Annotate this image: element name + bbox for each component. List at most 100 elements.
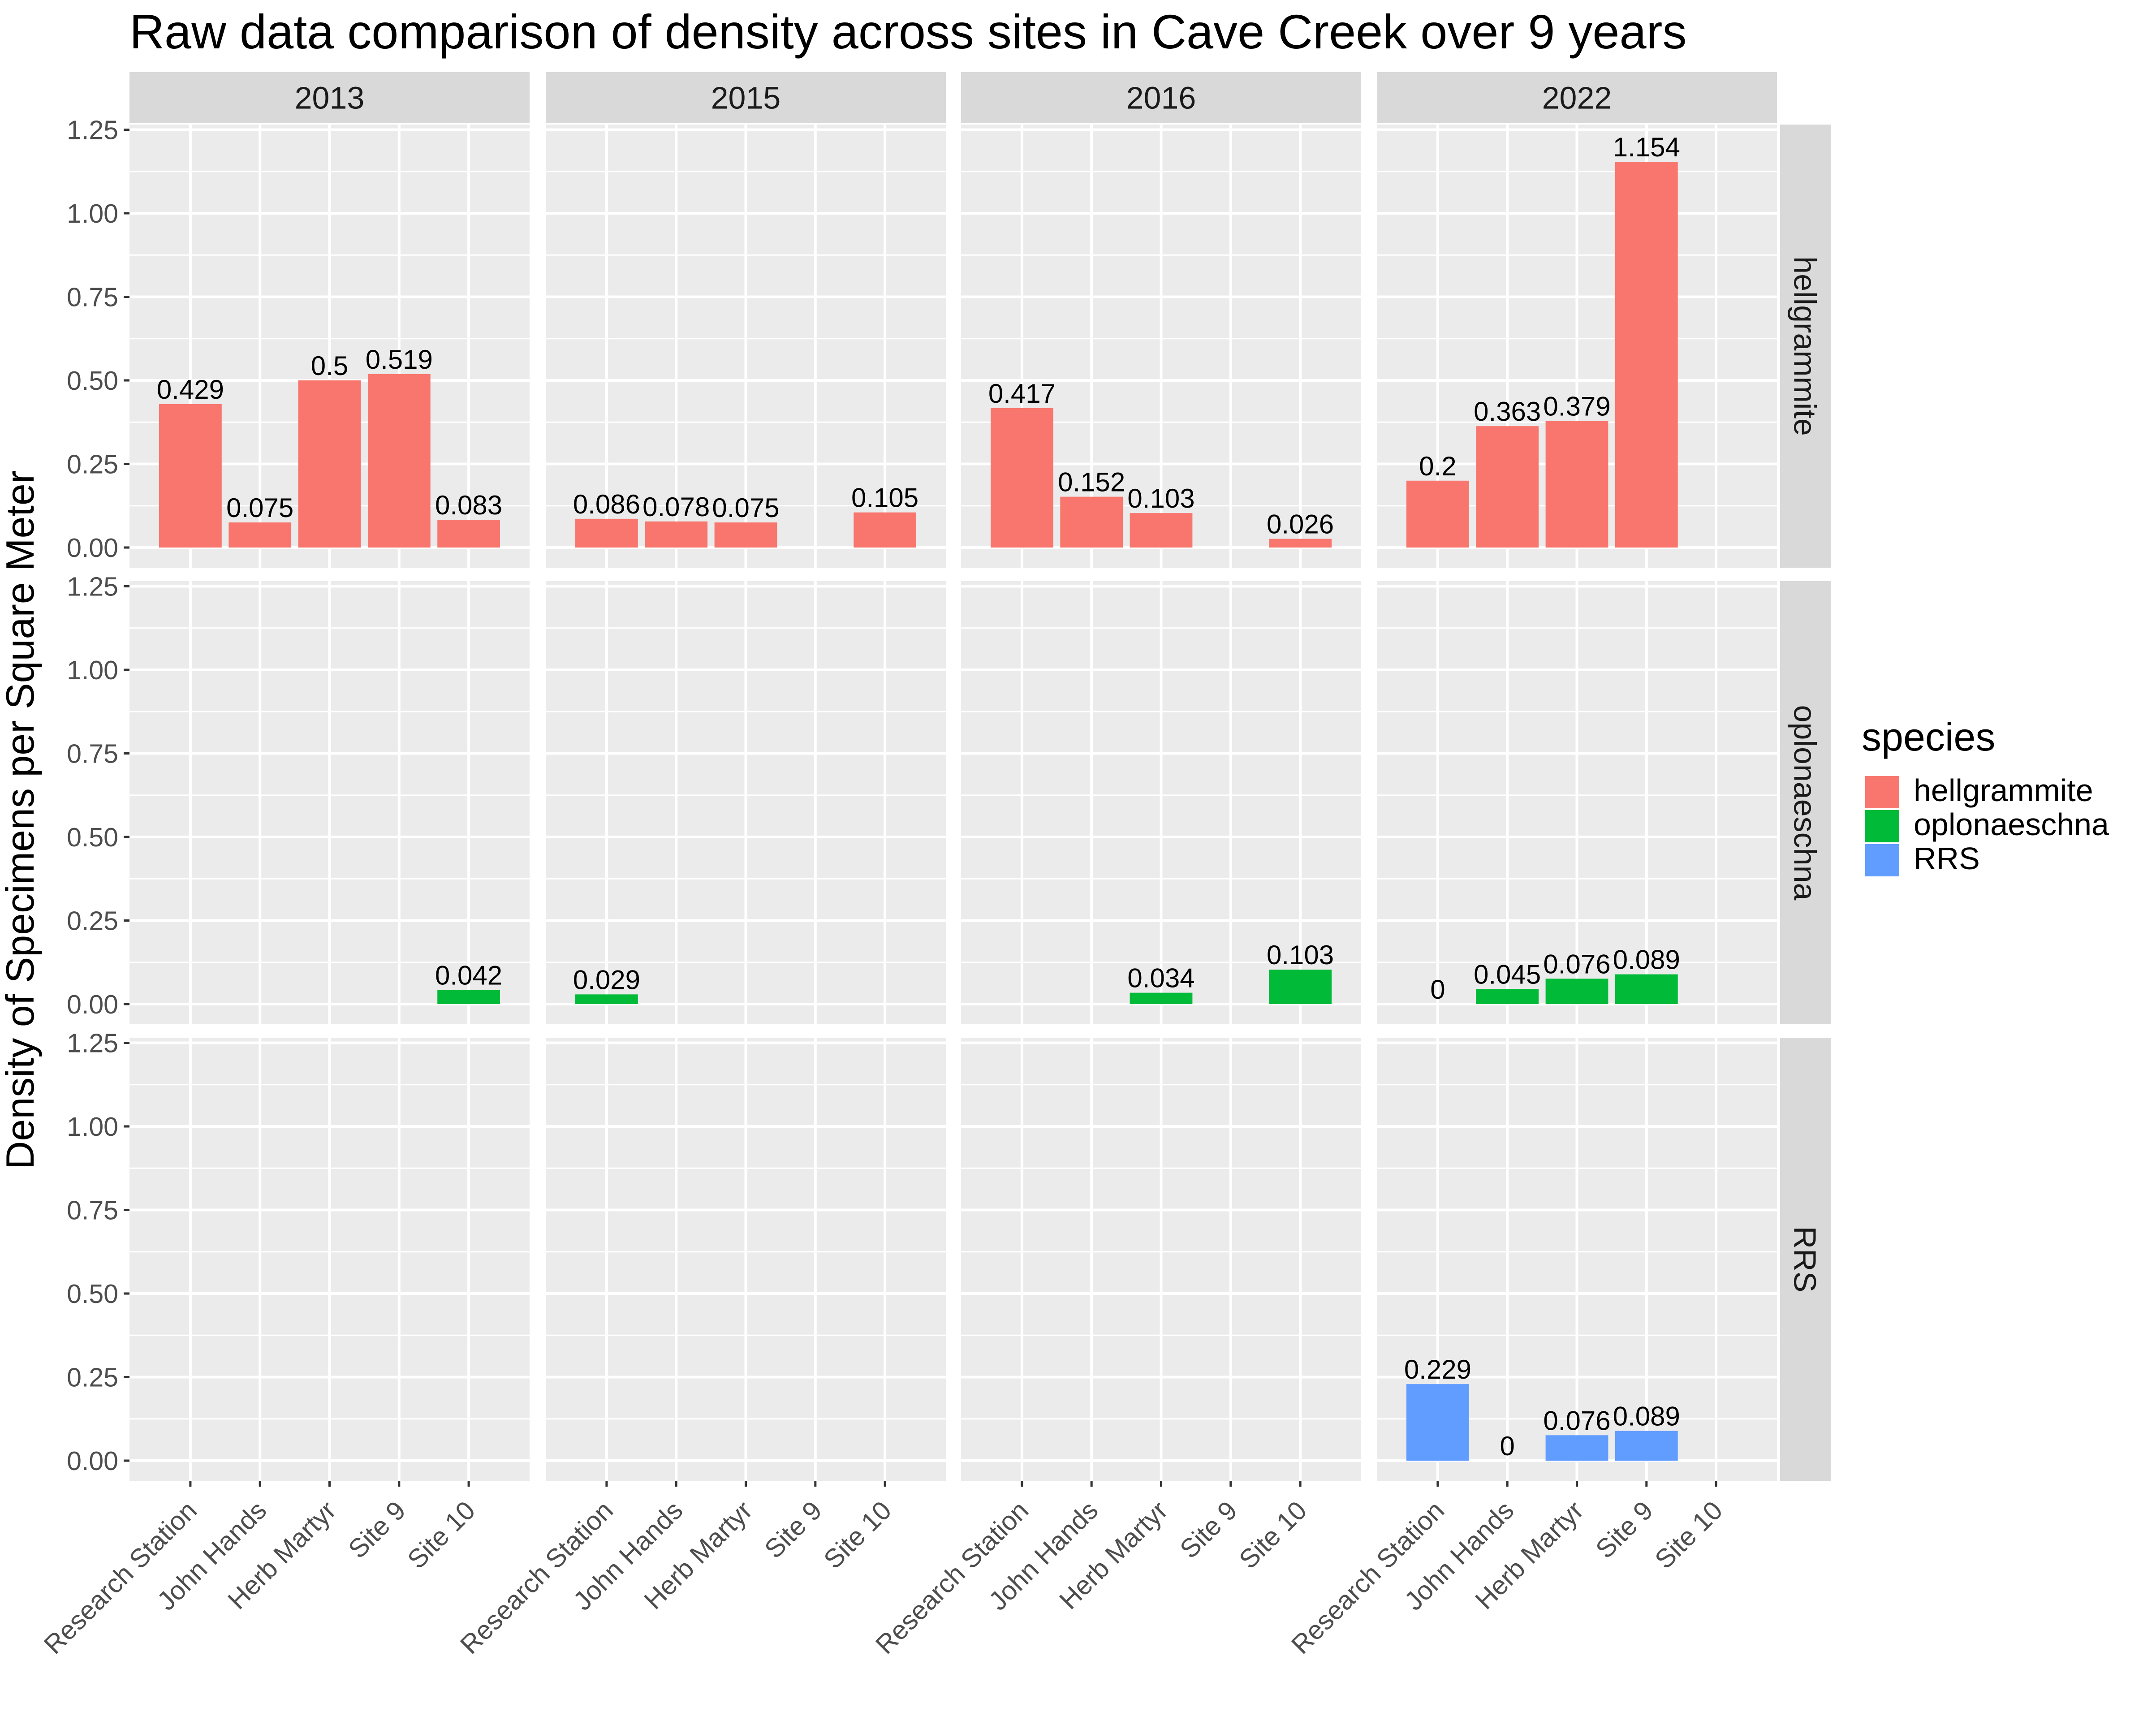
bar-hellgrammite-2013-herb-martyr	[298, 380, 361, 548]
x-tick-label: Site 9	[1590, 1496, 1659, 1564]
bar-oplonaeschna-2022-site-9	[1615, 974, 1678, 1004]
bar-value-label: 0.089	[1613, 1402, 1680, 1432]
facet-strip-rrs	[1780, 1038, 1831, 1481]
bar-hellgrammite-2013-john-hands	[229, 522, 292, 548]
bar-hellgrammite-2015-research-station	[575, 518, 638, 548]
bar-hellgrammite-2022-john-hands	[1476, 426, 1539, 548]
facet-strip-label: 2016	[1126, 81, 1196, 116]
y-tick-label: 0.25	[67, 450, 118, 479]
facet-strip-2022	[1377, 72, 1777, 123]
x-tick-label: Site 9	[343, 1496, 411, 1564]
bar-oplonaeschna-2016-site-10	[1269, 970, 1332, 1004]
y-tick-label: 0.75	[67, 283, 118, 312]
chart-title: Raw data comparison of density across si…	[129, 4, 1687, 59]
facet-strip-2016	[961, 72, 1361, 123]
bar-value-label: 0.042	[435, 961, 502, 991]
y-tick-label: 1.00	[67, 1112, 118, 1142]
legend-key-hellgrammite	[1865, 776, 1899, 808]
y-tick-label: 0.25	[67, 1363, 118, 1393]
bar-hellgrammite-2013-site-10	[437, 520, 500, 548]
bar-hellgrammite-2013-research-station	[159, 404, 222, 548]
legend-title: species	[1862, 715, 1995, 759]
bar-value-label: 0.152	[1058, 467, 1125, 497]
bar-value-label: 0.078	[642, 492, 710, 522]
bar-value-label: 0.429	[157, 375, 224, 405]
legend-label: hellgrammite	[1914, 773, 2093, 808]
bar-value-label: 0.417	[988, 379, 1056, 409]
bar-oplonaeschna-2022-john-hands	[1476, 989, 1539, 1004]
x-tick-label: Site 9	[1174, 1496, 1243, 1564]
bar-hellgrammite-2016-john-hands	[1060, 496, 1123, 548]
bar-oplonaeschna-2016-herb-martyr	[1130, 992, 1193, 1004]
facet-strip-2013	[129, 72, 530, 123]
bar-hellgrammite-2015-john-hands	[645, 521, 708, 548]
bar-value-label: 0.076	[1543, 949, 1610, 979]
bar-value-label: 1.154	[1613, 132, 1680, 162]
bar-oplonaeschna-2022-herb-martyr	[1545, 979, 1608, 1004]
y-tick-label: 1.25	[67, 1029, 118, 1058]
bar-hellgrammite-2022-research-station	[1406, 480, 1469, 548]
bar-oplonaeschna-2015-research-station	[575, 994, 638, 1004]
bar-value-label: 0.363	[1474, 397, 1541, 427]
facet-strip-label: 2013	[295, 81, 365, 116]
bar-hellgrammite-2016-research-station	[991, 408, 1053, 548]
bar-value-label: 0.045	[1474, 959, 1541, 989]
bar-value-label: 0.086	[573, 489, 640, 519]
bar-hellgrammite-2013-site-9	[367, 374, 431, 548]
x-tick-label: Site 10	[818, 1496, 897, 1575]
bar-value-label: 0.379	[1543, 391, 1610, 421]
y-tick-label: 0.00	[67, 990, 118, 1019]
y-tick-label: 0.50	[67, 1279, 118, 1309]
y-axis-title: Density of Specimens per Square Meter	[0, 470, 42, 1169]
bar-hellgrammite-2022-site-9	[1615, 162, 1678, 548]
bar-value-label: 0.105	[851, 483, 918, 513]
y-tick-label: 0.00	[67, 1446, 118, 1476]
legend-label: oplonaeschna	[1914, 807, 2109, 842]
y-tick-label: 0.50	[67, 823, 118, 852]
bar-value-label: 0.075	[226, 493, 293, 523]
x-tick-label: Site 10	[402, 1496, 481, 1575]
x-tick-label: Site 10	[1649, 1496, 1729, 1575]
bar-value-label: 0.029	[573, 965, 640, 995]
y-tick-label: 0.00	[67, 533, 118, 563]
x-tick-label: Site 10	[1233, 1496, 1313, 1575]
facet-strip-label: 2015	[711, 81, 781, 116]
bar-rrs-2022-research-station	[1406, 1384, 1469, 1461]
bar-value-label: 0.075	[712, 493, 779, 523]
facet-strip-label: 2022	[1542, 81, 1612, 116]
bar-rrs-2022-site-9	[1615, 1431, 1678, 1461]
bar-value-label: 0.076	[1543, 1406, 1610, 1436]
bar-value-label: 0.034	[1127, 963, 1194, 993]
bar-value-label: 0.089	[1613, 945, 1680, 975]
bar-value-label: 0.5	[311, 351, 348, 381]
bar-value-label: 0.229	[1404, 1354, 1471, 1384]
bar-hellgrammite-2022-herb-martyr	[1545, 421, 1608, 548]
facet-strip-2015	[546, 72, 946, 123]
y-tick-label: 1.00	[67, 199, 118, 229]
bar-value-label: 0.103	[1267, 940, 1334, 970]
y-tick-label: 1.00	[67, 656, 118, 685]
legend-key-rrs	[1865, 844, 1899, 876]
facet-strip-hellgrammite	[1780, 125, 1831, 568]
bar-value-label: 0	[1500, 1431, 1515, 1461]
bar-hellgrammite-2015-site-10	[854, 512, 916, 548]
facet-strip-label: oplonaeschna	[1788, 705, 1823, 901]
legend-key-oplonaeschna	[1865, 810, 1899, 842]
y-tick-label: 1.25	[67, 572, 118, 602]
y-tick-label: 0.75	[67, 739, 118, 769]
y-tick-label: 0.75	[67, 1196, 118, 1225]
facet-strip-label: hellgrammite	[1788, 256, 1823, 436]
bar-rrs-2022-herb-martyr	[1545, 1435, 1608, 1461]
bar-value-label: 0.103	[1127, 483, 1194, 513]
y-tick-label: 1.25	[67, 116, 118, 145]
bar-hellgrammite-2016-herb-martyr	[1130, 513, 1193, 548]
bar-value-label: 0.026	[1267, 509, 1334, 539]
bar-oplonaeschna-2013-site-10	[437, 990, 500, 1004]
bar-hellgrammite-2016-site-10	[1269, 539, 1332, 548]
y-tick-label: 0.50	[67, 366, 118, 396]
facet-strip-oplonaeschna	[1780, 581, 1831, 1024]
x-tick-label: Site 9	[759, 1496, 828, 1564]
